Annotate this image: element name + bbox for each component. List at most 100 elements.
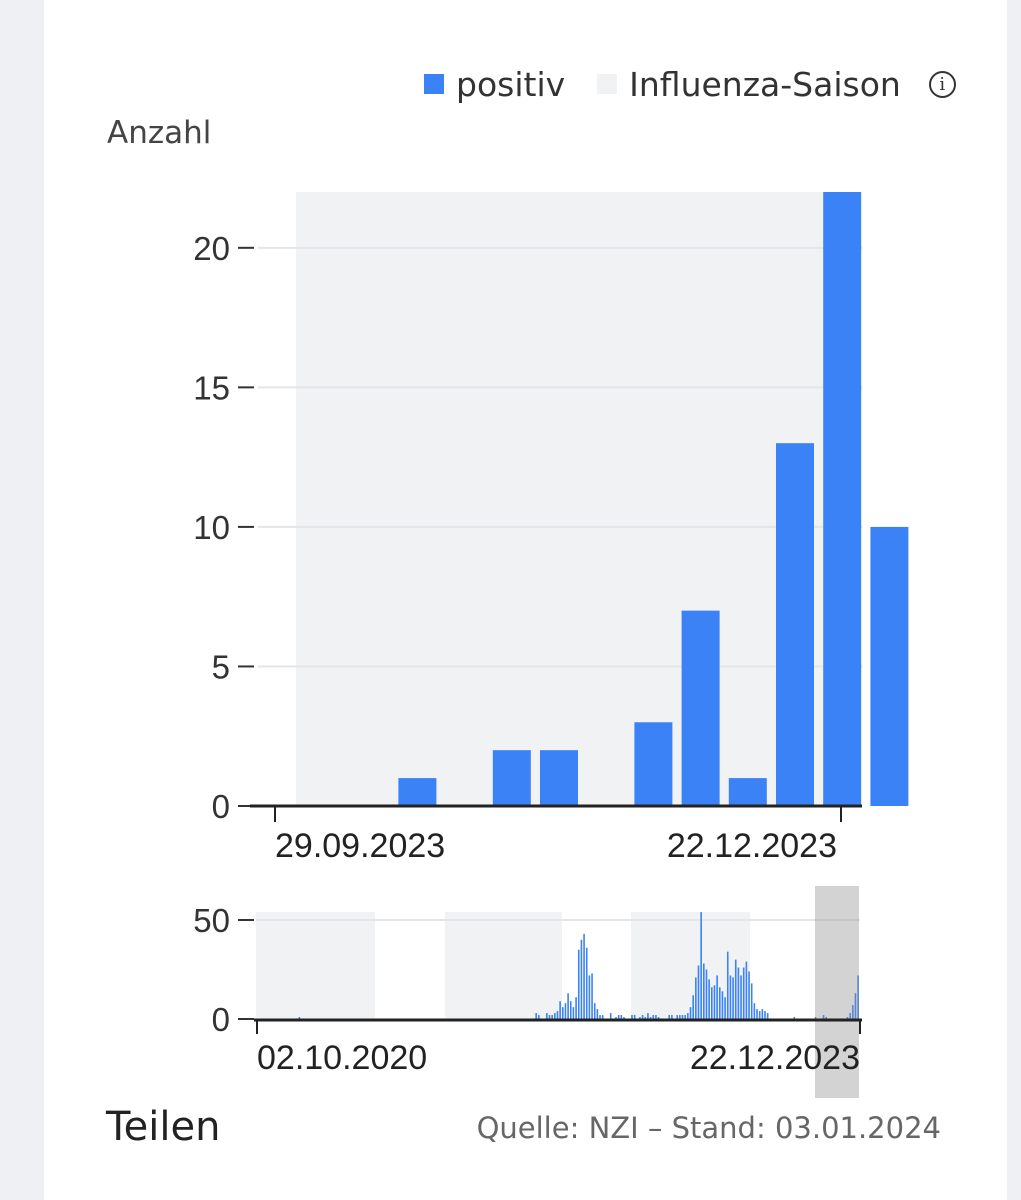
bar: [718, 987, 721, 1019]
influenza-season-band: [296, 192, 842, 806]
bar: [623, 1017, 625, 1019]
influenza-season-band: [631, 912, 750, 1019]
bar: [575, 997, 577, 1019]
bar: [684, 1015, 686, 1019]
y-tick-label: 50: [193, 902, 230, 939]
y-tick-label: 10: [193, 509, 230, 546]
bar: [644, 1017, 647, 1019]
bar: [641, 1015, 644, 1019]
bar: [724, 997, 726, 1019]
bar: [633, 1015, 636, 1019]
bar: [700, 912, 702, 1019]
bar: [823, 192, 862, 806]
bar: [538, 1015, 540, 1019]
bar: [695, 977, 697, 1019]
y-tick-label: 0: [212, 788, 230, 825]
bar: [599, 1015, 601, 1019]
bar: [849, 1013, 851, 1019]
bar: [540, 750, 578, 806]
legend-label-influenza-season[interactable]: Influenza-Saison: [629, 64, 901, 104]
bar: [559, 1001, 561, 1019]
bar: [596, 1009, 599, 1019]
bar: [825, 1017, 828, 1019]
info-icon[interactable]: i: [928, 70, 956, 98]
bar: [793, 1017, 796, 1019]
bar: [854, 993, 857, 1019]
bar: [583, 933, 585, 1019]
bar: [591, 973, 593, 1019]
range-selector-window[interactable]: [815, 886, 859, 1098]
bar: [567, 993, 569, 1019]
bar: [634, 722, 673, 806]
bar: [857, 975, 859, 1019]
bar: [679, 1015, 681, 1019]
bar: [766, 1013, 769, 1019]
bar: [655, 1015, 657, 1019]
bar: [615, 1017, 617, 1019]
bar: [671, 1015, 673, 1019]
bar: [652, 1015, 655, 1019]
bar: [548, 1015, 551, 1019]
bar: [697, 965, 700, 1019]
bar: [721, 991, 724, 1019]
y-axis-title: Anzahl: [107, 115, 212, 151]
bar: [740, 975, 742, 1019]
bar: [748, 971, 750, 1019]
bar: [726, 951, 729, 1019]
legend-swatch-positiv: [424, 74, 444, 94]
legend-swatch-influenza-season: [597, 74, 618, 94]
bar: [776, 443, 814, 806]
bar: [728, 778, 767, 806]
bar: [745, 961, 748, 1019]
bar: [681, 1015, 684, 1019]
x-tick-label: 02.10.2020: [257, 1039, 427, 1077]
influenza-season-band: [256, 912, 375, 1019]
bar: [657, 1017, 660, 1019]
bar: [593, 1003, 596, 1019]
bar: [742, 967, 745, 1019]
bar: [708, 979, 710, 1019]
bar: [588, 975, 591, 1019]
bar: [569, 1001, 572, 1019]
x-tick-label: 22.12.2023: [667, 827, 837, 865]
bar: [710, 987, 713, 1019]
bar: [631, 1015, 633, 1019]
bar: [564, 1003, 567, 1019]
bar: [620, 1015, 623, 1019]
bar: [761, 1009, 764, 1019]
bar: [750, 983, 753, 1019]
main-bar-chart: 0 5 10 15 20 29.09.2023 22.12.2023: [193, 192, 909, 865]
bar: [556, 1011, 559, 1019]
y-tick-label: 20: [193, 230, 230, 267]
bar: [814, 1017, 817, 1019]
bar: [609, 1013, 612, 1019]
legend-label-positiv[interactable]: positiv: [456, 64, 566, 104]
bar: [681, 610, 720, 806]
bar: [732, 977, 734, 1019]
bar: [703, 963, 705, 1019]
x-tick-label: 22.12.2023: [690, 1039, 860, 1077]
bar: [758, 1011, 761, 1019]
bar: [617, 1015, 620, 1019]
bar: [561, 1007, 564, 1019]
y-tick-label: 5: [212, 648, 230, 685]
bar: [737, 967, 740, 1019]
bar: [716, 975, 718, 1019]
bar: [705, 969, 708, 1019]
influenza-season-band: [445, 912, 562, 1019]
bar: [546, 1013, 548, 1019]
bar: [551, 1015, 553, 1019]
bar: [756, 1009, 758, 1019]
bar: [554, 1013, 556, 1019]
share-button[interactable]: Teilen: [106, 1104, 221, 1150]
bar: [535, 1013, 537, 1019]
bar: [572, 1007, 575, 1019]
bar: [692, 995, 694, 1019]
chart-legend: positiv Influenza-Saison i: [424, 64, 956, 104]
bar: [764, 1011, 766, 1019]
y-tick-label: 15: [193, 369, 230, 406]
bar: [668, 1015, 671, 1019]
bar: [601, 1015, 604, 1019]
bar: [676, 1015, 679, 1019]
